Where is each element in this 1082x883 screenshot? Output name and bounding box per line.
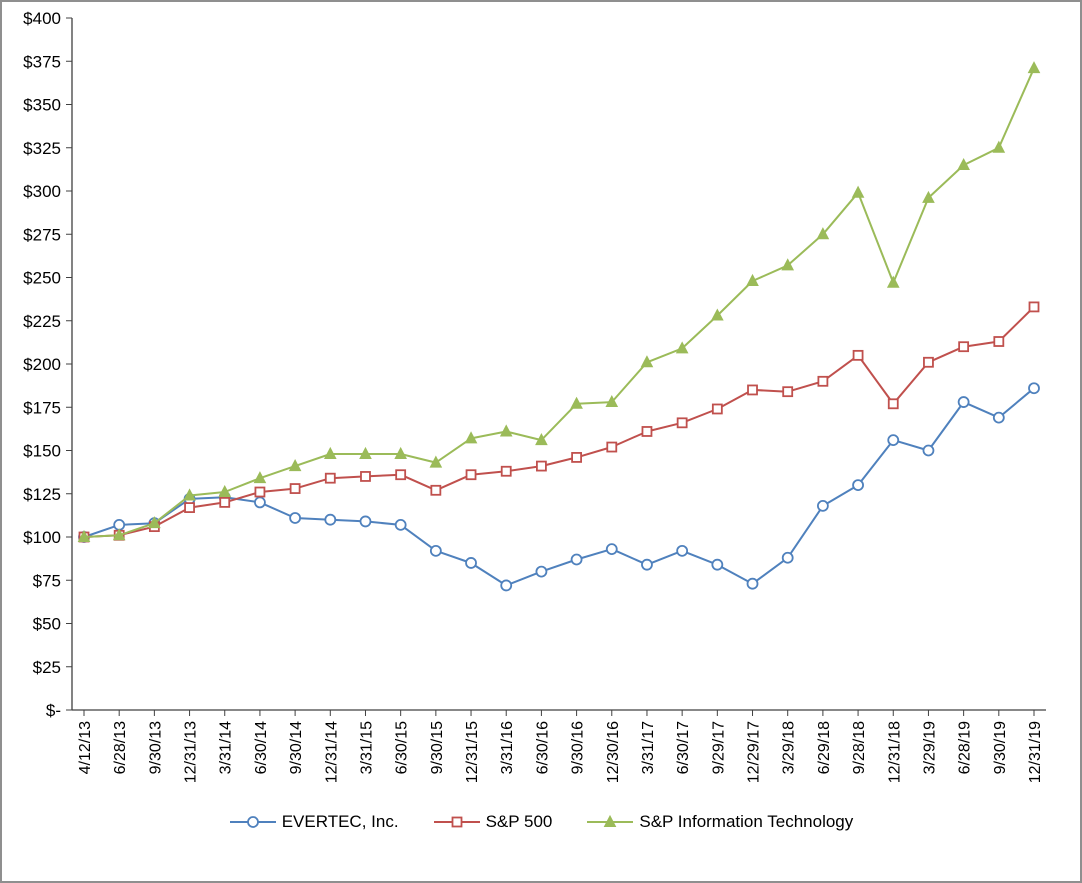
series-s-p-information-technology (77, 61, 1041, 542)
x-axis-tick-label: 12/31/14 (323, 721, 340, 783)
sp-info-tech-line-marker-icon (587, 814, 634, 827)
x-axis-tick-label: 6/30/17 (675, 721, 692, 774)
y-axis-tick-label: $175 (23, 398, 61, 417)
series-evertec-inc- (78, 382, 1040, 592)
sp500-line-marker-icon (433, 816, 480, 828)
x-axis-tick-label: 6/28/19 (957, 721, 974, 774)
x-axis-tick-label: 3/31/14 (218, 721, 235, 774)
y-axis-tick-label: $300 (23, 182, 61, 201)
x-axis-tick-label: 6/30/16 (534, 721, 551, 774)
y-axis-tick-label: $75 (33, 571, 61, 590)
y-axis-tick-label: $50 (33, 615, 61, 634)
y-axis-tick-label: $125 (23, 485, 61, 504)
y-axis-tick-label: $275 (23, 225, 61, 244)
x-axis-tick-label: 9/29/17 (710, 721, 727, 774)
y-axis-tick-label: $150 (23, 442, 61, 461)
legend-label-evertec: EVERTEC, Inc. (281, 812, 399, 831)
x-axis-tick-label: 3/31/16 (499, 721, 516, 774)
x-axis-tick-label: 3/31/17 (640, 721, 657, 774)
y-axis-tick-label: $200 (23, 355, 61, 374)
legend-label-sp-info-tech: S&P Information Technology (639, 812, 854, 831)
x-axis-tick-label: 6/29/18 (816, 721, 833, 774)
y-axis-tick-label: $325 (23, 139, 61, 158)
x-axis-tick-label: 12/30/16 (605, 721, 622, 783)
x-axis-tick-label: 12/31/18 (886, 721, 903, 783)
performance-line-chart: $- $25 $50 $75 $100 $125 $150 $175 $200 $225 $250 $… (23, 9, 1046, 783)
x-axis-tick-label: 9/30/15 (429, 721, 446, 774)
x-axis-tick-label: 12/31/13 (183, 721, 200, 783)
x-axis-tick-label: 9/30/16 (570, 721, 587, 774)
x-axis-tick-label: 4/12/13 (77, 721, 94, 774)
x-axis-tick-label: 3/31/15 (358, 721, 375, 774)
x-axis-tick-label: 12/29/17 (746, 721, 763, 783)
y-axis-tick-label: $375 (23, 52, 61, 71)
x-axis-tick-label: 3/29/19 (921, 721, 938, 774)
y-axis-tick-label: $100 (23, 528, 61, 547)
x-axis-tick-label: 9/30/13 (147, 721, 164, 774)
x-axis-tick-label: 3/29/18 (781, 721, 798, 774)
y-axis-tick-label: $350 (23, 96, 61, 115)
x-axis-tick-label: 12/31/15 (464, 721, 481, 783)
y-axis-tick-label: $- (46, 701, 61, 720)
y-axis-tick-label: $25 (33, 658, 61, 677)
x-axis-tick-label: 9/28/18 (851, 721, 868, 774)
legend-label-sp500: S&P 500 (485, 812, 553, 831)
y-axis-tick-label: $400 (23, 9, 61, 28)
y-axis-tick-label: $225 (23, 312, 61, 331)
x-axis-tick-label: 9/30/19 (992, 721, 1009, 774)
x-axis-tick-label: 6/30/15 (394, 721, 411, 774)
chart-legend: EVERTEC, Inc. S&P 500 S&P Information Te… (2, 812, 1080, 832)
legend-item-evertec: EVERTEC, Inc. (229, 812, 399, 832)
x-axis-tick-label: 6/30/14 (253, 721, 270, 774)
legend-item-sp-info-tech: S&P Information Technology (586, 812, 853, 832)
y-axis-tick-label: $250 (23, 269, 61, 288)
x-axis-tick-label: 6/28/13 (112, 721, 129, 774)
x-axis-tick-label: 9/30/14 (288, 721, 305, 774)
evertec-line-marker-icon (229, 816, 276, 828)
x-axis-tick-label: 12/31/19 (1027, 721, 1044, 783)
legend-item-sp500: S&P 500 (433, 812, 553, 832)
